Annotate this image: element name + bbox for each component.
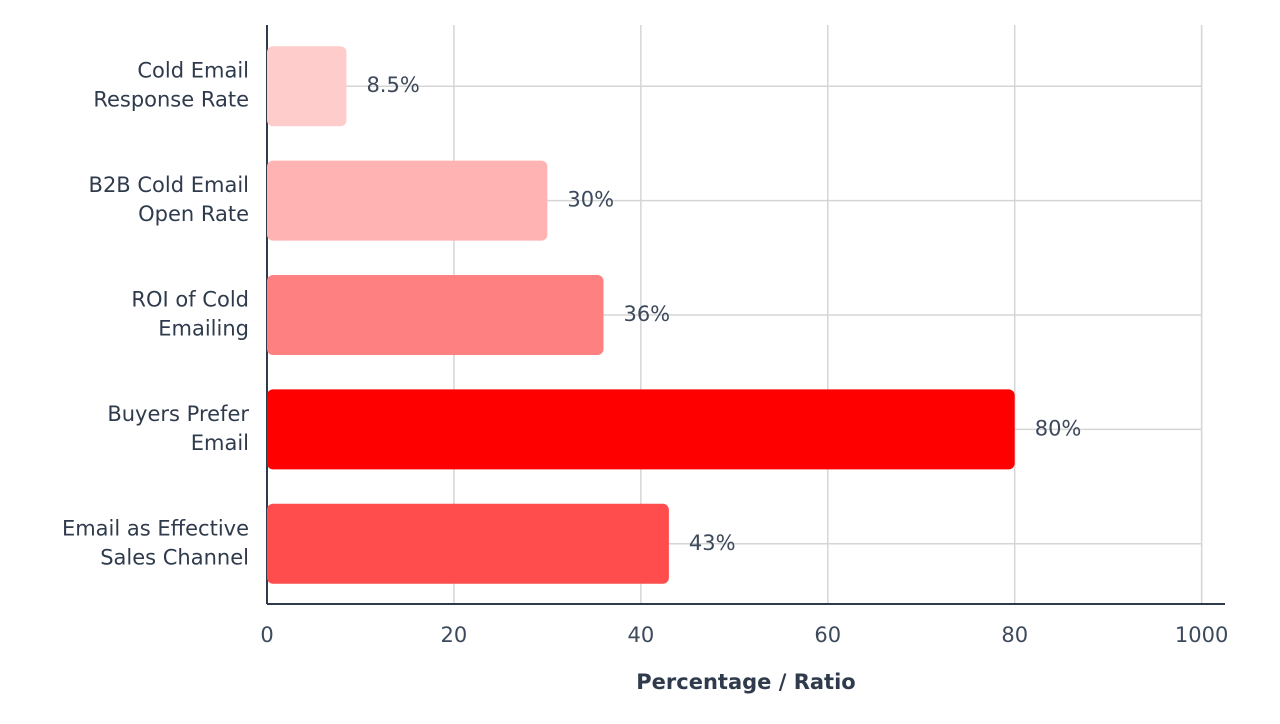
y-tick-label: B2B Cold Email	[89, 173, 249, 197]
x-tick-label: 80	[1001, 623, 1028, 647]
y-tick-label: Buyers Prefer	[107, 402, 249, 426]
value-label: 36%	[623, 302, 670, 326]
y-tick-label: Cold Email	[137, 59, 249, 83]
value-label: 30%	[567, 188, 614, 212]
value-label: 80%	[1035, 416, 1082, 440]
y-tick-label: Email as Effective	[62, 516, 249, 540]
y-tick-label: Open Rate	[138, 202, 249, 226]
y-tick-label: Email	[191, 431, 249, 455]
value-label: 8.5%	[366, 73, 419, 97]
y-tick-label: Emailing	[158, 317, 249, 341]
x-tick-label: 20	[441, 623, 468, 647]
bar	[267, 503, 669, 584]
bar	[267, 275, 604, 355]
x-axis-label: Percentage / Ratio	[636, 670, 855, 694]
bar	[267, 389, 1015, 470]
bar	[267, 160, 548, 241]
y-tick-label: Sales Channel	[100, 545, 249, 569]
x-tick-label: 60	[814, 623, 841, 647]
bar	[267, 46, 347, 127]
y-tick-label: Response Rate	[93, 88, 249, 112]
x-tick-label: 1000	[1175, 623, 1228, 647]
y-tick-label: ROI of Cold	[131, 288, 249, 312]
value-label: 43%	[689, 531, 736, 555]
x-tick-label: 40	[627, 623, 654, 647]
x-tick-label: 0	[260, 623, 273, 647]
